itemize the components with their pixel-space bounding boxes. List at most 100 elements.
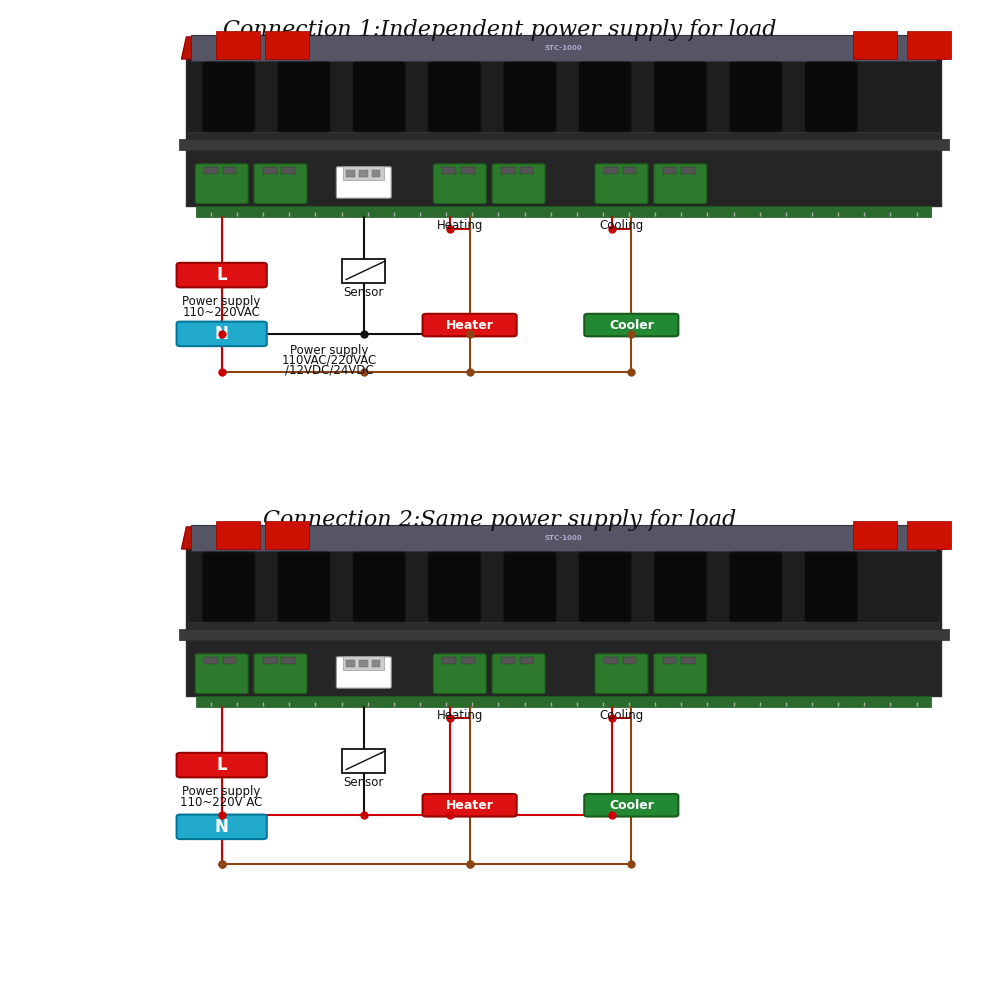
FancyBboxPatch shape — [423, 794, 517, 817]
Bar — [359, 660, 368, 667]
Bar — [372, 170, 380, 177]
Text: Cooler: Cooler — [609, 319, 654, 332]
FancyBboxPatch shape — [584, 314, 678, 336]
Text: L: L — [216, 756, 227, 774]
FancyBboxPatch shape — [579, 62, 632, 132]
FancyBboxPatch shape — [186, 59, 941, 206]
FancyBboxPatch shape — [191, 524, 936, 551]
Bar — [342, 259, 385, 283]
FancyBboxPatch shape — [177, 753, 267, 777]
Text: Power supply: Power supply — [290, 344, 369, 357]
Polygon shape — [265, 521, 309, 549]
FancyBboxPatch shape — [428, 62, 481, 132]
Text: Cooling: Cooling — [599, 219, 644, 232]
Text: STC-1000: STC-1000 — [545, 535, 583, 541]
Bar — [186, 150, 941, 206]
Polygon shape — [182, 527, 946, 549]
Polygon shape — [265, 31, 309, 59]
Text: 110~220V AC: 110~220V AC — [180, 796, 263, 809]
Bar — [663, 167, 676, 174]
Text: L: L — [216, 266, 227, 284]
Bar — [604, 657, 618, 664]
Bar — [520, 167, 533, 174]
Text: STC-1000: STC-1000 — [545, 45, 583, 51]
Text: Heating: Heating — [437, 709, 483, 722]
Polygon shape — [216, 521, 260, 549]
FancyBboxPatch shape — [595, 654, 648, 694]
FancyBboxPatch shape — [805, 62, 858, 132]
Polygon shape — [853, 31, 897, 59]
Bar — [501, 167, 515, 174]
Text: 110~220VAC: 110~220VAC — [183, 306, 261, 319]
Bar — [204, 167, 218, 174]
Polygon shape — [907, 521, 951, 549]
Bar — [442, 167, 456, 174]
Bar — [663, 657, 676, 664]
FancyBboxPatch shape — [503, 62, 556, 132]
FancyBboxPatch shape — [353, 62, 406, 132]
Bar — [263, 167, 277, 174]
Bar — [223, 167, 236, 174]
Bar — [186, 640, 941, 696]
Polygon shape — [216, 31, 260, 59]
FancyBboxPatch shape — [584, 794, 678, 817]
Text: Power supply: Power supply — [182, 785, 261, 798]
FancyBboxPatch shape — [654, 164, 707, 204]
Bar — [179, 629, 949, 640]
Bar — [343, 166, 384, 180]
FancyBboxPatch shape — [492, 654, 545, 694]
FancyBboxPatch shape — [177, 815, 267, 839]
Bar — [281, 167, 295, 174]
Bar — [442, 657, 456, 664]
FancyBboxPatch shape — [579, 552, 632, 622]
Bar — [346, 660, 355, 667]
Text: Power supply: Power supply — [182, 295, 261, 308]
Bar — [359, 170, 368, 177]
FancyBboxPatch shape — [336, 657, 391, 688]
Bar — [622, 167, 636, 174]
Bar — [196, 696, 931, 707]
FancyBboxPatch shape — [433, 654, 486, 694]
Bar — [342, 749, 385, 773]
Bar — [681, 167, 695, 174]
Bar — [461, 167, 475, 174]
FancyBboxPatch shape — [202, 62, 255, 132]
FancyBboxPatch shape — [277, 62, 330, 132]
Bar — [281, 657, 295, 664]
Bar — [196, 206, 931, 217]
Text: Heater: Heater — [446, 799, 494, 812]
Bar — [604, 167, 618, 174]
FancyBboxPatch shape — [654, 552, 707, 622]
FancyBboxPatch shape — [202, 552, 255, 622]
Text: N: N — [215, 818, 229, 836]
Text: Cooling: Cooling — [599, 709, 644, 722]
Bar — [501, 657, 515, 664]
Bar — [188, 622, 939, 630]
Polygon shape — [182, 37, 946, 59]
FancyBboxPatch shape — [195, 164, 248, 204]
FancyBboxPatch shape — [729, 552, 782, 622]
FancyBboxPatch shape — [254, 654, 307, 694]
Text: N: N — [215, 325, 229, 343]
Bar — [461, 657, 475, 664]
Text: Connection 2:Same power supply for load: Connection 2:Same power supply for load — [263, 509, 737, 531]
FancyBboxPatch shape — [177, 322, 267, 346]
Polygon shape — [853, 521, 897, 549]
Bar — [681, 657, 695, 664]
FancyBboxPatch shape — [353, 552, 406, 622]
FancyBboxPatch shape — [186, 549, 941, 696]
Text: Cooler: Cooler — [609, 799, 654, 812]
FancyBboxPatch shape — [191, 34, 936, 61]
Text: 110VAC/220VAC: 110VAC/220VAC — [282, 354, 377, 367]
FancyBboxPatch shape — [729, 62, 782, 132]
FancyBboxPatch shape — [433, 164, 486, 204]
Text: Sensor: Sensor — [344, 286, 384, 299]
FancyBboxPatch shape — [654, 62, 707, 132]
FancyBboxPatch shape — [177, 263, 267, 287]
Bar — [520, 657, 533, 664]
FancyBboxPatch shape — [277, 552, 330, 622]
Bar — [188, 132, 939, 140]
Polygon shape — [907, 31, 951, 59]
FancyBboxPatch shape — [503, 552, 556, 622]
FancyBboxPatch shape — [336, 167, 391, 198]
